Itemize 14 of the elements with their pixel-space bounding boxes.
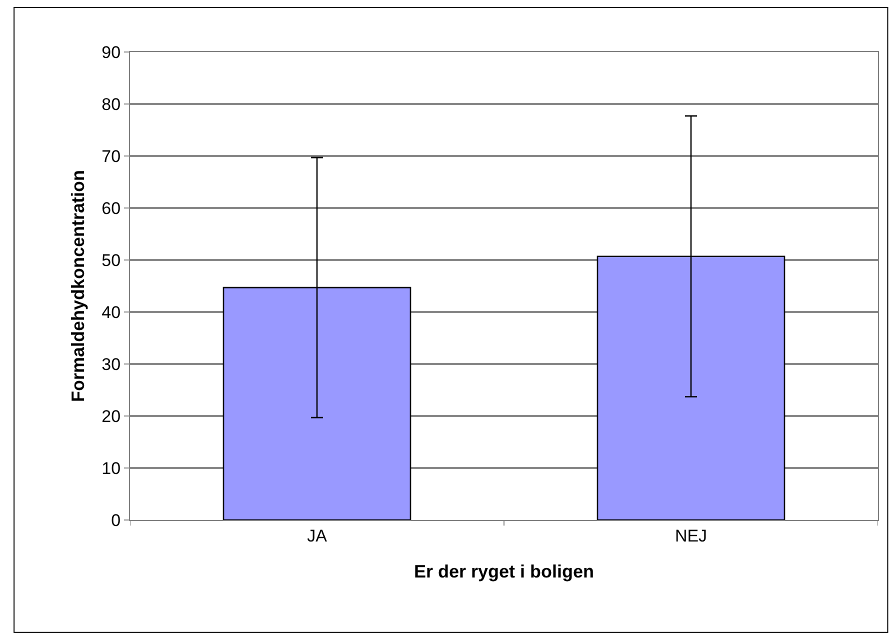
y-tick-label: 10 — [102, 458, 121, 478]
y-tick-label: 90 — [102, 42, 121, 62]
y-tick-label: 60 — [102, 198, 121, 218]
y-tick-label: 20 — [102, 406, 121, 426]
y-tick-label: 0 — [111, 510, 121, 530]
y-tick-label: 40 — [102, 302, 121, 322]
y-tick-label: 80 — [102, 94, 121, 114]
y-tick-label: 50 — [102, 250, 121, 270]
x-tick-label: NEJ — [674, 526, 708, 546]
x-axis-title: Er der ryget i boligen — [414, 562, 594, 582]
x-tick-label: JA — [307, 526, 328, 546]
y-axis-title: Formaldehydkoncentration — [68, 170, 88, 402]
y-tick-label: 70 — [102, 146, 121, 166]
y-tick-label: 30 — [102, 354, 121, 374]
